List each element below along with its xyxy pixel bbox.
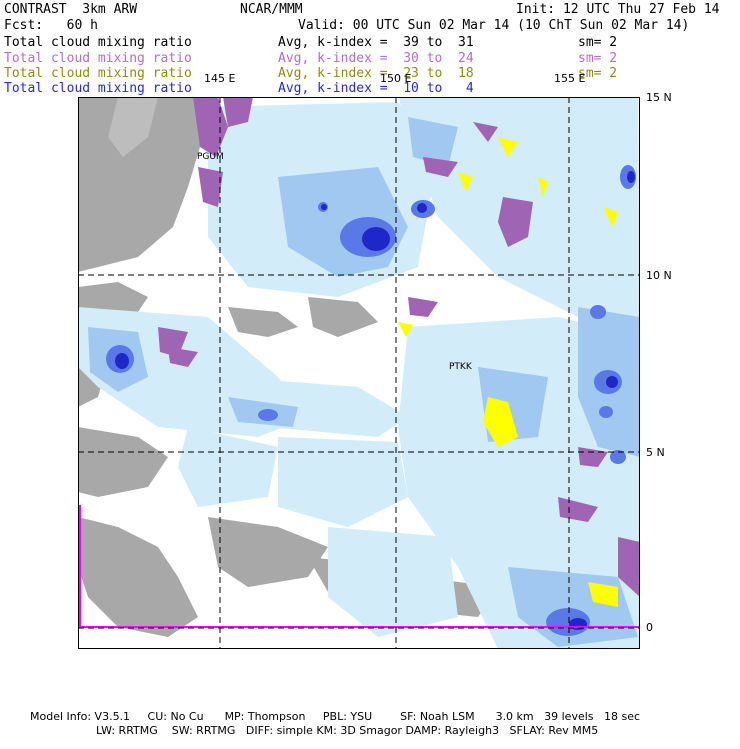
product-title: CONTRAST 3km ARW — [4, 2, 138, 17]
field-name-4: Total cloud mixing ratio — [4, 81, 192, 96]
field-stat-4: Avg, k-index = 10 to 4 — [278, 81, 474, 96]
station-pgum: PGUM — [197, 152, 224, 162]
lon-label-145: 145 E — [204, 72, 236, 85]
cloud-map — [78, 97, 640, 649]
forecast-hour: Fcst: 60 h — [4, 18, 98, 33]
yellow-cloud-layer — [398, 137, 618, 607]
lat-label-5n: 5 N — [646, 446, 665, 459]
model-info-footer: Model Info: V3.5.1 CU: No Cu MP: Thompso… — [0, 710, 740, 749]
deep-blue-cloud-layer — [115, 171, 635, 630]
map-frame — [78, 97, 640, 649]
lon-label-150: 150 E — [380, 72, 412, 85]
valid-time: Valid: 00 UTC Sun 02 Mar 14 (10 ChT Sun … — [298, 18, 690, 33]
field-sm-2: sm= 2 — [578, 51, 618, 66]
field-name-3: Total cloud mixing ratio — [4, 66, 192, 81]
init-time: Init: 12 UTC Thu 27 Feb 14 — [516, 2, 720, 17]
station-ptkk: PTKK — [449, 362, 472, 372]
model-info-line2: LW: RRTMG SW: RRTMG DIFF: simple KM: 3D … — [96, 724, 599, 737]
field-name-2: Total cloud mixing ratio — [4, 51, 192, 66]
field-stat-2: Avg, k-index = 30 to 24 — [278, 51, 474, 66]
model-info-line1: Model Info: V3.5.1 CU: No Cu MP: Thompso… — [30, 710, 641, 723]
field-sm-3: sm= 2 — [578, 66, 618, 81]
latlon-grid — [78, 97, 640, 649]
lon-label-155: 155 E — [554, 72, 586, 85]
lat-label-0: 0 — [646, 621, 653, 634]
field-sm-1: sm= 2 — [578, 35, 618, 50]
center-title: NCAR/MMM — [240, 2, 303, 17]
lat-label-10n: 10 N — [646, 269, 672, 282]
lat-label-15n: 15 N — [646, 91, 672, 104]
field-stat-3: Avg, k-index = 23 to 18 — [278, 66, 474, 81]
domain-boundary — [78, 505, 640, 628]
field-stat-1: Avg, k-index = 39 to 31 — [278, 35, 474, 50]
purple-cloud-layer — [158, 97, 640, 597]
field-name-1: Total cloud mixing ratio — [4, 35, 192, 50]
